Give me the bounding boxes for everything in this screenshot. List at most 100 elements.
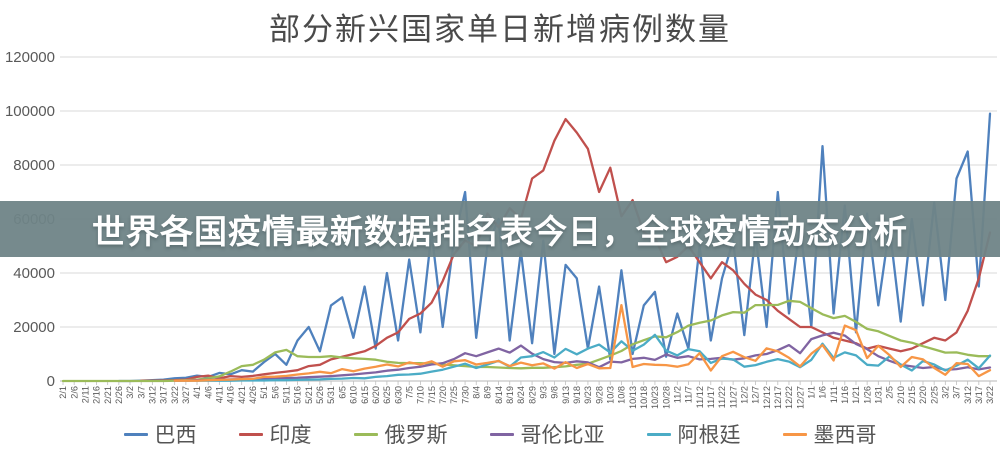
x-axis-tick-label: 9/18 <box>572 386 582 404</box>
x-axis-tick-label: 10/23 <box>650 386 660 409</box>
x-axis-tick-label: 8/29 <box>527 386 537 404</box>
x-axis-tick-label: 11/7 <box>684 386 694 403</box>
chart-legend: 巴西 印度 俄罗斯 哥伦比亚 阿根廷 墨西哥 <box>0 418 1000 450</box>
x-axis-tick-label: 6/10 <box>349 386 359 404</box>
headline-banner: 世界各国疫情最新数据排名表今日，全球疫情动态分析 <box>0 201 1000 257</box>
x-axis-tick-label: 2/10 <box>896 386 906 404</box>
x-axis-tick-label: 8/19 <box>505 386 515 404</box>
x-axis-tick-label: 5/21 <box>304 386 314 404</box>
x-axis-tick-label: 3/2 <box>125 386 135 399</box>
x-axis-tick-label: 10/13 <box>628 386 638 409</box>
x-axis-tick-label: 3/27 <box>181 386 191 404</box>
legend-item-1: 印度 <box>238 419 312 449</box>
x-axis-tick-label: 5/16 <box>293 386 303 404</box>
series-line-4 <box>173 333 992 382</box>
x-axis-tick-label: 3/22 <box>170 386 180 404</box>
x-axis-tick-label: 12/17 <box>773 386 783 409</box>
x-axis-tick-label: 12/12 <box>762 386 772 409</box>
x-axis-tick-label: 6/30 <box>393 386 403 404</box>
x-axis-tick-label: 1/26 <box>862 386 872 404</box>
series-line-5 <box>173 303 992 382</box>
x-axis-tick-label: 11/17 <box>706 386 716 408</box>
x-axis-tick-label: 3/12 <box>148 386 158 404</box>
x-axis-tick-label: 12/7 <box>751 386 761 404</box>
x-axis-tick-label: 2/6 <box>69 386 79 399</box>
x-axis-tick-label: 10/28 <box>661 386 671 409</box>
x-axis-tick-label: 9/8 <box>550 386 560 399</box>
x-axis-tick-label: 2/25 <box>929 386 939 404</box>
x-axis-tick-label: 2/20 <box>918 386 928 404</box>
x-axis-tick-label: 2/16 <box>92 386 102 404</box>
legend-label: 墨西哥 <box>813 423 877 447</box>
legend-marker-icon <box>489 432 514 436</box>
x-axis-tick-label: 1/21 <box>851 386 861 404</box>
x-axis-tick-label: 2/11 <box>81 386 91 403</box>
x-axis-tick-label: 1/6 <box>818 386 828 399</box>
y-axis-tick-label: 0 <box>47 373 55 390</box>
legend-marker-icon <box>123 432 148 436</box>
x-axis-tick-label: 10/8 <box>617 386 627 404</box>
series-line-2 <box>61 299 992 383</box>
x-axis-tick-label: 3/22 <box>985 386 995 404</box>
x-axis-tick-label: 6/5 <box>337 386 347 399</box>
y-axis-tick-label: 40000 <box>13 265 55 282</box>
x-axis-tick-label: 7/30 <box>460 386 470 404</box>
legend-label: 巴西 <box>154 423 197 447</box>
y-axis-tick-label: 120000 <box>5 49 55 66</box>
series-line-1 <box>140 117 992 382</box>
legend-marker-icon <box>353 432 378 436</box>
x-axis-tick-label: 11/2 <box>672 386 682 403</box>
x-axis-tick-label: 4/26 <box>248 386 258 404</box>
headline-text: 世界各国疫情最新数据排名表今日，全球疫情动态分析 <box>92 213 908 250</box>
x-axis-tick-label: 9/3 <box>538 386 548 399</box>
x-axis-tick-label: 8/4 <box>471 386 481 399</box>
x-axis-tick-label: 4/1 <box>192 386 202 399</box>
x-axis-tick-label: 8/24 <box>516 386 526 404</box>
x-axis-tick-label: 3/12 <box>963 386 973 404</box>
x-axis-tick-label: 12/22 <box>784 386 794 409</box>
x-axis-tick-label: 5/26 <box>315 386 325 404</box>
x-axis-tick-label: 10/18 <box>639 386 649 409</box>
x-axis-tick-label: 5/6 <box>270 386 280 399</box>
x-axis-tick-label: 4/6 <box>203 386 213 399</box>
legend-marker-icon <box>646 432 671 436</box>
legend-item-2: 俄罗斯 <box>353 419 448 449</box>
x-axis-tick-label: 11/12 <box>695 386 705 408</box>
x-axis-tick-label: 7/10 <box>416 386 426 404</box>
x-axis-tick-label: 9/13 <box>561 386 571 404</box>
x-axis-tick-label: 1/11 <box>829 386 839 403</box>
x-axis-tick-label: 11/27 <box>728 386 738 408</box>
legend-item-4: 阿根廷 <box>646 419 741 449</box>
x-axis-tick-label: 8/9 <box>483 386 493 399</box>
x-axis-tick-label: 6/25 <box>382 386 392 404</box>
x-axis-tick-label: 12/27 <box>795 386 805 409</box>
legend-label: 哥伦比亚 <box>520 423 605 447</box>
x-axis-tick-label: 6/15 <box>360 386 370 404</box>
series-line-3 <box>173 331 992 382</box>
x-axis-tick-label: 1/16 <box>840 386 850 404</box>
legend-marker-icon <box>782 432 807 436</box>
x-axis-tick-label: 3/17 <box>159 386 169 404</box>
x-axis-tick-label: 5/1 <box>259 386 269 399</box>
x-axis-tick-label: 3/17 <box>974 386 984 404</box>
y-axis-tick-label: 20000 <box>13 319 55 336</box>
x-axis-tick-label: 11/22 <box>717 386 727 408</box>
x-axis-tick-label: 10/3 <box>605 386 615 404</box>
x-axis-tick-label: 7/25 <box>449 386 459 404</box>
x-axis-tick-label: 2/15 <box>907 386 917 404</box>
legend-marker-icon <box>238 432 263 436</box>
x-axis-tick-label: 7/5 <box>404 386 414 399</box>
x-axis-tick-label: 7/15 <box>427 386 437 404</box>
x-axis-tick-label: 2/21 <box>103 386 113 404</box>
x-axis-tick-label: 2/1 <box>58 386 68 399</box>
x-axis-tick-label: 4/21 <box>237 386 247 404</box>
legend-label: 俄罗斯 <box>384 423 448 447</box>
legend-item-5: 墨西哥 <box>782 419 877 449</box>
x-axis-tick-label: 4/16 <box>226 386 236 404</box>
y-axis-tick-label: 100000 <box>5 103 55 120</box>
legend-item-3: 哥伦比亚 <box>489 419 605 449</box>
x-axis-tick-label: 9/28 <box>594 386 604 404</box>
x-axis-tick-label: 3/7 <box>136 386 146 399</box>
chart-title: 部分新兴国家单日新增病例数量 <box>269 12 731 47</box>
